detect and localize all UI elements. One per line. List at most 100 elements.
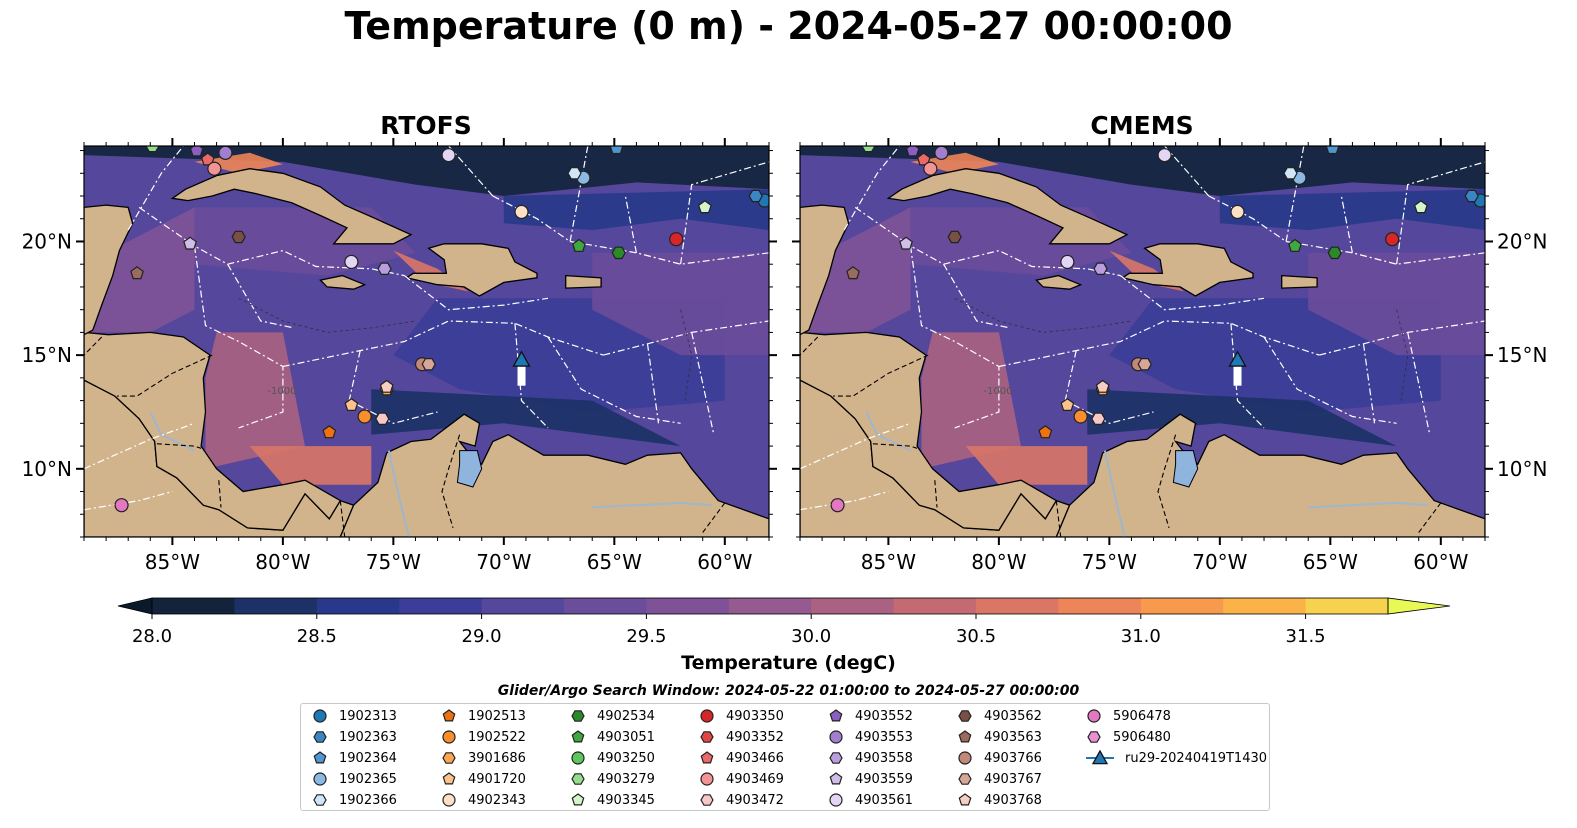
lon-label: 70°W [1192, 550, 1247, 574]
legend-item: 1902363 [311, 727, 397, 747]
legend-marker [700, 709, 714, 723]
legend-shape [1087, 709, 1101, 723]
float-4903561 [1157, 147, 1172, 163]
eez-boundary [448, 146, 494, 197]
legend-label: 4903350 [726, 708, 784, 724]
float-4902534 [611, 246, 626, 260]
glider-track [517, 363, 526, 386]
eez-boundary [492, 195, 769, 265]
legend-shape [700, 751, 714, 764]
land-puerto-rico [565, 274, 602, 289]
legend-label: 1902365 [339, 771, 397, 787]
legend-label: 4903472 [726, 792, 784, 808]
eez-boundary [514, 323, 549, 429]
country-border [934, 480, 938, 508]
legend-shape [958, 793, 972, 806]
colorbar-segment [893, 598, 977, 614]
lat-label: 20°N [1497, 229, 1547, 253]
legend-label: 4903563 [984, 729, 1042, 745]
eez-boundary [800, 490, 889, 511]
river [1103, 450, 1126, 537]
lake-maracaibo [456, 450, 483, 488]
land-nicaragua-east [800, 331, 1058, 531]
legend-marker [571, 710, 585, 722]
eez-boundary [1396, 161, 1485, 265]
legend-shape [700, 709, 714, 723]
colorbar-tick-label: 30.5 [955, 626, 997, 647]
eez-boundary [603, 320, 769, 356]
legend-marker [700, 731, 714, 743]
land-south-america [1055, 413, 1485, 537]
colorbar-tick-label: 29.0 [461, 626, 502, 647]
eez-boundary [1340, 195, 1353, 253]
lake-maracaibo [1172, 450, 1199, 488]
lat-label: 15°N [1497, 343, 1547, 367]
legend-label: 4903558 [855, 750, 913, 766]
legend-label: 4901720 [468, 771, 526, 787]
legend-marker [958, 751, 972, 765]
colorbar-segment [646, 598, 730, 614]
bathymetry-label: -1000 [267, 386, 296, 397]
colorbar-segment [976, 598, 1059, 614]
glider-track [1233, 363, 1242, 386]
legend-item: 4903352 [698, 727, 784, 747]
country-border [218, 480, 222, 508]
lon-label: 85°W [145, 550, 200, 574]
float-4903562 [947, 230, 962, 244]
legend-shape [700, 794, 714, 806]
legend-marker [571, 751, 585, 765]
legend-item: 5906478 [1085, 706, 1171, 726]
land-yucatan [84, 204, 134, 336]
legend-item: 4902343 [440, 790, 526, 810]
legend-item: 4903561 [827, 790, 913, 810]
eez-boundary [646, 343, 660, 424]
legend-marker [442, 730, 456, 744]
legend-item: 3901686 [440, 748, 526, 768]
float-4902343 [514, 204, 529, 220]
legend-item: 5906480 [1085, 727, 1171, 747]
legend-shape [700, 731, 714, 743]
country-border [833, 354, 929, 397]
legend-marker [313, 709, 327, 723]
land-south-america [339, 413, 769, 537]
float-1902364 [609, 146, 624, 155]
legend-shape [313, 751, 327, 764]
legend-label: 4903279 [597, 771, 655, 787]
colorbar-segment [399, 598, 483, 614]
lon-label: 60°W [697, 550, 752, 574]
land-nicaragua-east [84, 331, 342, 531]
legend-marker [571, 773, 585, 785]
land-cuba [886, 168, 1129, 245]
legend-label: 3901686 [468, 750, 526, 766]
colorbar-segment [564, 598, 647, 614]
lon-label: 80°W [255, 550, 310, 574]
colorbar-tick-label: 31.5 [1285, 626, 1326, 647]
temperature-patch [1087, 389, 1397, 447]
legend-label: 1902513 [468, 708, 526, 724]
legend-marker [700, 751, 714, 764]
float-4903345 [697, 200, 712, 214]
legend-shape [442, 730, 456, 744]
bathymetry-label: -1000 [983, 386, 1012, 397]
legend-marker [571, 730, 585, 743]
legend-item: 4903766 [956, 748, 1042, 768]
legend-marker [1087, 731, 1101, 743]
land-yucatan [800, 204, 850, 336]
legend-shape [313, 709, 327, 723]
legend-label: ru29-20240419T1430 [1125, 750, 1268, 766]
temperature-patch [249, 446, 372, 485]
float-4903767 [1137, 358, 1152, 371]
legend-label: 5906478 [1113, 708, 1171, 724]
float-4903051 [1288, 238, 1302, 252]
colorbar-tick-label: 30.0 [791, 626, 832, 647]
legend-marker [829, 730, 843, 744]
float-4903559 [183, 236, 197, 250]
float-4903558 [1093, 262, 1108, 275]
temperature-patch [921, 332, 1021, 469]
float-4903561 [1060, 254, 1075, 270]
legend-shape [571, 773, 585, 785]
legend-label: 4903466 [726, 750, 784, 766]
legend-shape [571, 730, 585, 743]
country-border [339, 500, 346, 537]
